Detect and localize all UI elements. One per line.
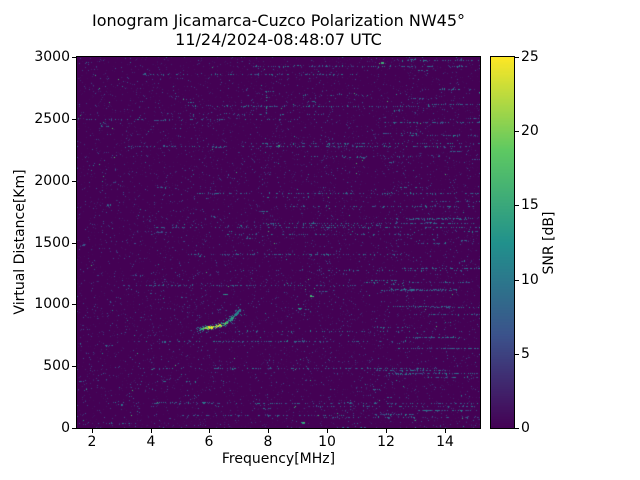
colorbar-tick-mark [515, 280, 519, 281]
x-tick-mark [92, 429, 93, 433]
x-tick-label: 4 [146, 434, 156, 450]
colorbar-tick-label: 25 [521, 49, 539, 65]
y-tick-mark [72, 243, 76, 244]
y-tick-label: 3000 [34, 49, 70, 65]
x-tick-mark [327, 429, 328, 433]
x-tick-label: 10 [318, 434, 336, 450]
colorbar-tick-label: 15 [521, 197, 539, 213]
colorbar-tick-label: 5 [521, 346, 530, 362]
colorbar-tick-mark [515, 354, 519, 355]
y-tick-label: 2500 [34, 111, 70, 127]
x-axis-label: Frequency[MHz] [221, 451, 336, 467]
chart-title: Ionogram Jicamarca-Cuzco Polarization NW… [77, 11, 480, 49]
x-tick-mark [151, 429, 152, 433]
chart-title-line2: 11/24/2024-08:48:07 UTC [175, 30, 382, 49]
colorbar-tick-mark [515, 57, 519, 58]
ionogram-heatmap-canvas [77, 57, 480, 428]
colorbar [490, 56, 515, 429]
y-tick-mark [72, 366, 76, 367]
chart-title-line1: Ionogram Jicamarca-Cuzco Polarization NW… [91, 11, 465, 30]
colorbar-tick-label: 20 [521, 123, 539, 139]
x-tick-mark [445, 429, 446, 433]
y-tick-label: 500 [43, 358, 70, 374]
colorbar-tick-mark [515, 205, 519, 206]
x-tick-label: 8 [263, 434, 273, 450]
y-tick-label: 2000 [34, 173, 70, 189]
colorbar-label: SNR [dB] [541, 211, 557, 275]
y-tick-label: 1500 [34, 235, 70, 251]
colorbar-tick-label: 10 [521, 272, 539, 288]
y-tick-mark [72, 119, 76, 120]
colorbar-gradient-canvas [491, 57, 514, 428]
x-tick-mark [268, 429, 269, 433]
x-tick-label: 14 [436, 434, 454, 450]
x-tick-mark [209, 429, 210, 433]
colorbar-tick-label: 0 [521, 420, 530, 436]
colorbar-tick-mark [515, 131, 519, 132]
x-tick-label: 6 [204, 434, 214, 450]
x-tick-label: 12 [377, 434, 395, 450]
y-tick-mark [72, 181, 76, 182]
y-tick-mark [72, 304, 76, 305]
x-tick-label: 2 [87, 434, 97, 450]
colorbar-tick-mark [515, 428, 519, 429]
x-tick-mark [386, 429, 387, 433]
y-tick-label: 1000 [34, 296, 70, 312]
y-tick-mark [72, 57, 76, 58]
y-tick-mark [72, 428, 76, 429]
y-tick-label: 0 [61, 420, 70, 436]
plot-area [76, 56, 481, 429]
